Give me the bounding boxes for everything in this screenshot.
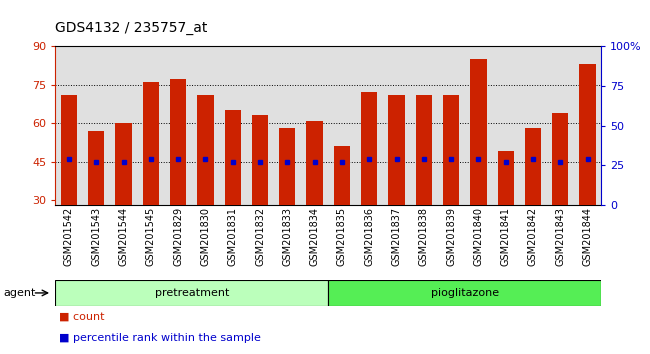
Bar <box>142 82 159 277</box>
Bar <box>579 64 596 277</box>
Bar <box>115 123 132 277</box>
Text: pretreatment: pretreatment <box>155 288 229 298</box>
Bar <box>197 95 214 277</box>
Text: GDS4132 / 235757_at: GDS4132 / 235757_at <box>55 21 207 35</box>
Bar <box>552 113 569 277</box>
Text: agent: agent <box>3 288 36 298</box>
Text: pioglitazone: pioglitazone <box>431 288 499 298</box>
Bar <box>328 280 601 306</box>
Bar <box>306 120 323 277</box>
Bar <box>60 95 77 277</box>
Bar <box>333 146 350 277</box>
Bar <box>443 95 460 277</box>
Bar <box>252 115 268 277</box>
Text: ■ count: ■ count <box>58 312 104 322</box>
Bar <box>170 79 187 277</box>
Bar <box>470 59 487 277</box>
Bar <box>279 128 296 277</box>
Bar <box>361 92 378 277</box>
Bar <box>388 95 405 277</box>
Bar <box>55 280 328 306</box>
Bar <box>224 110 241 277</box>
Bar <box>415 95 432 277</box>
Bar <box>88 131 105 277</box>
Bar <box>525 128 541 277</box>
Text: ■ percentile rank within the sample: ■ percentile rank within the sample <box>58 333 261 343</box>
Bar <box>497 152 514 277</box>
